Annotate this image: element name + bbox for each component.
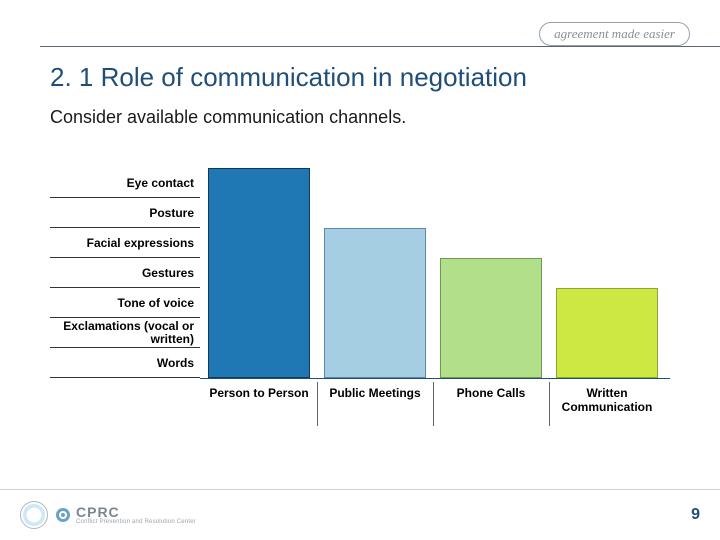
channels-chart: Eye contact Posture Facial expressions G… [50,168,670,448]
column-label: Public Meetings [324,386,426,400]
footer-divider [0,489,720,490]
cprc-mark-icon [56,508,70,522]
cprc-subtitle: Conflict Prevention and Resolution Cente… [76,519,196,525]
footer-logos: CPRC Conflict Prevention and Resolution … [20,501,196,529]
page-number: 9 [691,506,700,524]
row-label: Eye contact [50,168,200,198]
slide: agreement made easier 2. 1 Role of commu… [0,0,720,540]
bar [440,258,542,378]
row-label: Posture [50,198,200,228]
column-label: Written Communication [556,386,658,414]
row-labels: Eye contact Posture Facial expressions G… [50,168,200,378]
column-label: Person to Person [208,386,310,400]
row-label: Tone of voice [50,288,200,318]
title-area: 2. 1 Role of communication in negotiatio… [50,62,670,128]
bars-area: Person to Person Public Meetings Phone Cal… [200,168,670,448]
bar [556,288,658,378]
section-subtitle: Consider available communication channel… [50,107,670,128]
row-label: Exclamations (vocal or written) [50,318,200,348]
baseline [200,378,670,379]
cprc-logo: CPRC Conflict Prevention and Resolution … [56,505,196,525]
row-label: Facial expressions [50,228,200,258]
header-underline [40,46,720,47]
bar [324,228,426,378]
column-divider [317,382,318,426]
tagline-container: agreement made easier [539,22,690,46]
tagline-pill: agreement made easier [539,22,690,46]
column-divider [433,382,434,426]
footer: CPRC Conflict Prevention and Resolution … [20,500,700,530]
row-label: Gestures [50,258,200,288]
cprc-name: CPRC [76,505,196,519]
bar [208,168,310,378]
epa-seal-icon [20,501,48,529]
row-label: Words [50,348,200,378]
cprc-text: CPRC Conflict Prevention and Resolution … [76,505,196,525]
column-label: Phone Calls [440,386,542,400]
section-title: 2. 1 Role of communication in negotiatio… [50,62,670,93]
column-divider [549,382,550,426]
